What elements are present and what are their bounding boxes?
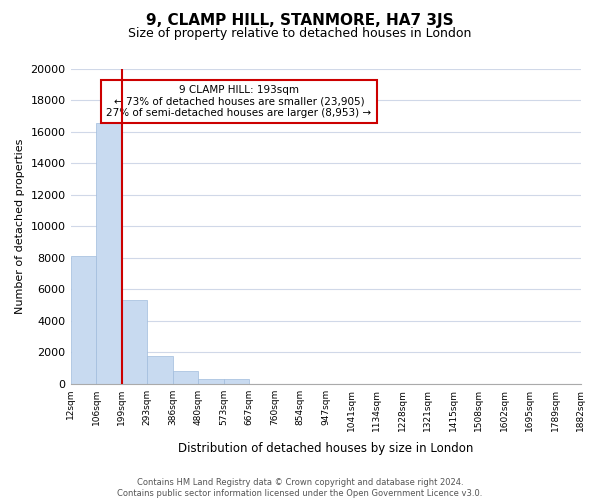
Bar	[173, 372, 198, 384]
Bar	[198, 379, 224, 384]
Bar	[224, 379, 249, 384]
Bar	[147, 356, 173, 384]
Text: 9 CLAMP HILL: 193sqm
← 73% of detached houses are smaller (23,905)
27% of semi-d: 9 CLAMP HILL: 193sqm ← 73% of detached h…	[106, 84, 371, 118]
Text: 9, CLAMP HILL, STANMORE, HA7 3JS: 9, CLAMP HILL, STANMORE, HA7 3JS	[146, 12, 454, 28]
Text: Size of property relative to detached houses in London: Size of property relative to detached ho…	[128, 28, 472, 40]
Y-axis label: Number of detached properties: Number of detached properties	[15, 139, 25, 314]
Bar	[96, 122, 122, 384]
X-axis label: Distribution of detached houses by size in London: Distribution of detached houses by size …	[178, 442, 473, 455]
Bar	[122, 300, 147, 384]
Bar	[71, 256, 96, 384]
Text: Contains HM Land Registry data © Crown copyright and database right 2024.
Contai: Contains HM Land Registry data © Crown c…	[118, 478, 482, 498]
